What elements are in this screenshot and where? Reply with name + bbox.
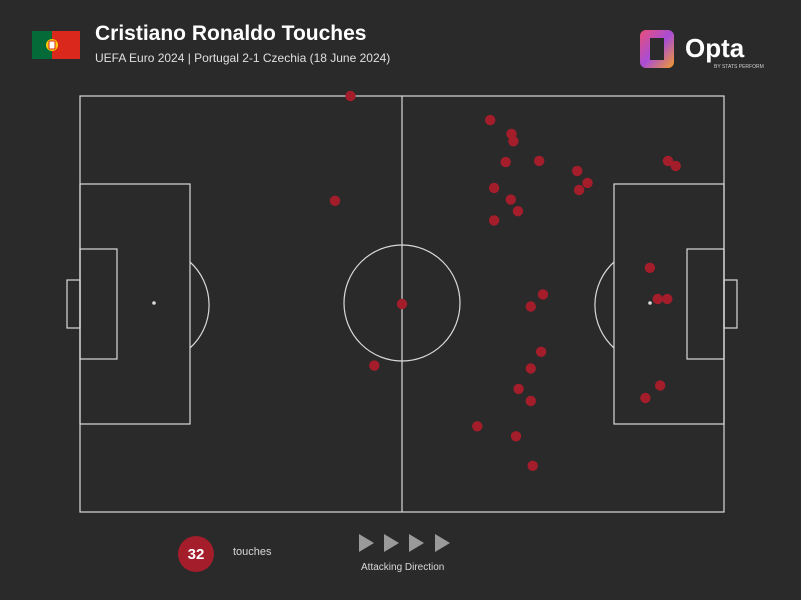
touch-point	[534, 155, 545, 167]
right-six-yard-box	[686, 248, 725, 360]
touch-point	[500, 156, 511, 168]
opta-logo: Opta BY STATS PERFORM	[640, 30, 764, 70]
play-arrow-icon	[359, 534, 374, 552]
touch-count-badge: 32	[178, 536, 214, 572]
touch-point	[488, 215, 500, 226]
left-penalty-arc	[189, 261, 210, 349]
right-penalty-arc	[594, 261, 615, 349]
touch-point	[396, 298, 408, 310]
touch-point	[508, 136, 519, 147]
touch-point	[472, 421, 483, 432]
left-penalty-spot	[152, 301, 156, 305]
right-penalty-area	[613, 183, 725, 425]
touch-point	[644, 262, 656, 273]
touch-point	[485, 114, 496, 126]
touch-point	[537, 289, 549, 300]
attacking-direction-arrows	[359, 534, 450, 552]
play-arrow-icon	[435, 534, 450, 552]
touch-point	[527, 460, 538, 471]
touch-point	[572, 165, 583, 177]
touch-point	[369, 360, 380, 371]
left-goal	[66, 279, 81, 329]
touch-point	[488, 182, 500, 194]
chart-title: Cristiano Ronaldo Touches	[95, 22, 367, 45]
touch-point	[345, 90, 356, 102]
touch-point	[329, 195, 341, 206]
play-arrow-icon	[409, 534, 424, 552]
logo-tagline: BY STATS PERFORM	[714, 64, 764, 70]
touch-point	[512, 206, 524, 217]
touch-point	[670, 160, 681, 172]
attacking-direction-label: Attacking Direction	[361, 562, 445, 573]
right-goal	[723, 279, 738, 329]
left-penalty-area	[79, 183, 191, 425]
touch-point	[525, 395, 536, 407]
touch-point	[662, 293, 673, 305]
touch-points	[329, 90, 681, 471]
touch-point	[662, 155, 674, 167]
logo-wordmark: Opta	[685, 33, 745, 63]
left-six-yard-box	[79, 248, 118, 360]
touch-point	[582, 177, 593, 189]
touch-point	[573, 184, 585, 196]
touch-point	[510, 431, 522, 442]
touch-point	[525, 301, 536, 312]
right-penalty-spot	[648, 301, 652, 305]
touch-point	[655, 380, 666, 391]
touch-point	[535, 346, 547, 357]
touch-point	[513, 383, 524, 395]
touch-point	[640, 392, 651, 404]
touch-count-label: touches	[233, 546, 272, 558]
touch-point	[525, 363, 536, 374]
chart-subtitle: UEFA Euro 2024 | Portugal 2-1 Czechia (1…	[95, 51, 391, 65]
pitch-lines	[66, 95, 738, 513]
touch-point	[652, 293, 663, 305]
touch-point	[505, 194, 516, 205]
play-arrow-icon	[384, 534, 399, 552]
centre-circle	[343, 244, 461, 362]
portugal-flag-icon	[32, 31, 80, 59]
